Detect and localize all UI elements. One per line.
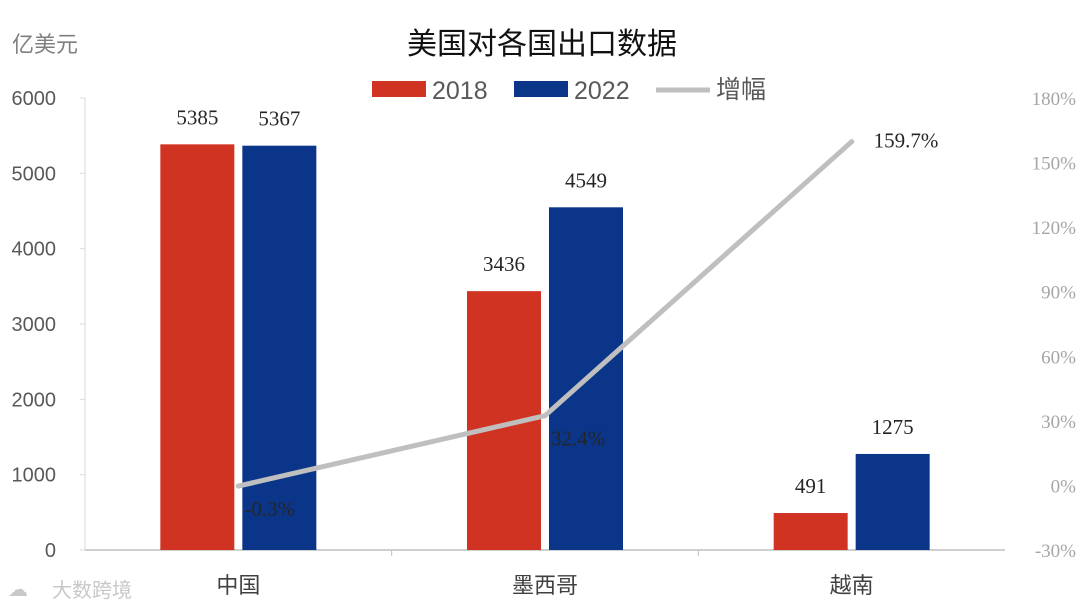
- y2-tick-label: -30%: [1035, 541, 1076, 562]
- bar-2018-0: [160, 144, 235, 550]
- watermark-logo-icon: ☁: [8, 577, 28, 601]
- y2-tick-label: 0%: [1051, 476, 1077, 497]
- y-tick-label: 0: [45, 540, 56, 562]
- watermark: ☁ 大数跨境: [8, 577, 132, 602]
- y2-tick-label: 150%: [1032, 154, 1077, 175]
- growth-line: [235, 139, 855, 489]
- x-category-label: 越南: [830, 574, 874, 599]
- legend-label-2018: 2018: [432, 77, 488, 105]
- bar-data-label: 3436: [483, 252, 525, 276]
- y-tick-label: 5000: [12, 163, 57, 185]
- y2-tick-label: 60%: [1041, 347, 1076, 368]
- bar-2022-2: [855, 453, 930, 550]
- growth-data-label: 159.7%: [874, 129, 939, 153]
- growth-point: [542, 413, 548, 419]
- growth-point: [235, 483, 241, 489]
- growth-point: [849, 139, 855, 145]
- y-tick-label: 6000: [12, 88, 57, 110]
- bar-2018-2: [773, 513, 848, 550]
- y-tick-label: 3000: [12, 314, 57, 336]
- x-category-label: 中国: [216, 574, 260, 599]
- chart-title: 美国对各国出口数据: [407, 27, 677, 62]
- y2-tick-label: 90%: [1041, 283, 1076, 304]
- unit-label: 亿美元: [12, 33, 78, 58]
- growth-data-label: -0.3%: [244, 497, 295, 521]
- y-tick-label: 4000: [12, 239, 57, 261]
- y-tick-label: 2000: [12, 389, 57, 411]
- watermark-text: 大数跨境: [52, 578, 132, 602]
- bar-data-label: 1275: [872, 415, 914, 439]
- bar-data-label: 5367: [258, 107, 300, 131]
- legend-swatch-2022: [514, 81, 568, 97]
- y2-tick-label: 120%: [1032, 218, 1077, 239]
- y2-tick-label: 30%: [1041, 412, 1076, 433]
- bar-data-label: 4549: [565, 168, 607, 192]
- growth-data-label: 32.4%: [551, 427, 605, 451]
- y-tick-label: 1000: [12, 465, 57, 487]
- bar-data-label: 491: [795, 474, 827, 498]
- y2-tick-label: 180%: [1032, 89, 1077, 110]
- x-category-label: 墨西哥: [512, 574, 578, 599]
- bar-2022-0: [242, 145, 317, 550]
- legend-label-growth: 增幅: [716, 76, 766, 104]
- bar-data-label: 5385: [176, 105, 218, 129]
- legend-label-2022: 2022: [574, 77, 630, 105]
- legend-swatch-2018: [372, 81, 426, 97]
- legend: 2018 2022 增幅: [372, 76, 766, 105]
